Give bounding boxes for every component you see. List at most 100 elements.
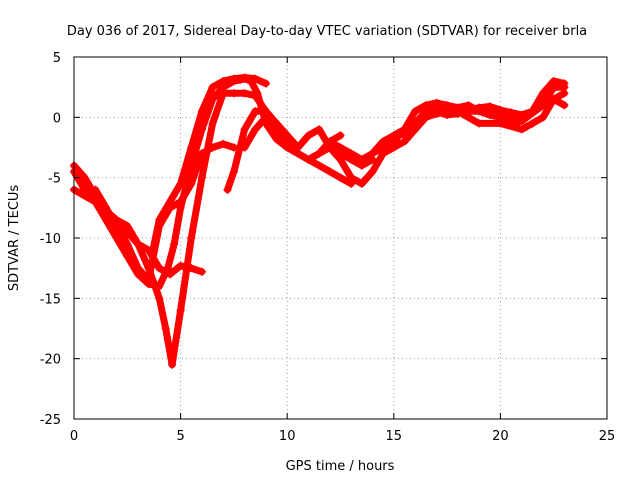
data-point-marker <box>485 110 494 119</box>
data-point-marker <box>197 149 206 158</box>
data-point-marker <box>165 197 174 206</box>
data-point-marker <box>304 131 313 140</box>
data-point-marker <box>187 143 196 152</box>
series-track-j <box>401 95 568 139</box>
x-tick-label: 25 <box>599 429 616 444</box>
data-point-marker <box>400 131 409 140</box>
data-point-marker <box>560 79 569 88</box>
data-point-marker <box>144 276 153 285</box>
data-point-marker <box>176 261 185 270</box>
data-point-marker <box>187 179 196 188</box>
data-point-marker <box>251 125 260 134</box>
data-point-marker <box>261 113 270 122</box>
data-point-marker <box>336 155 345 164</box>
data-point-marker <box>240 143 249 152</box>
data-point-marker <box>357 155 366 164</box>
data-point-marker <box>251 107 260 116</box>
data-point-marker <box>464 106 473 115</box>
data-point-marker <box>304 155 313 164</box>
data-point-marker <box>325 137 334 146</box>
data-point-marker <box>549 95 558 104</box>
data-point-marker <box>176 179 185 188</box>
y-tick-label: -5 <box>48 172 61 187</box>
data-point-marker <box>432 107 441 116</box>
y-tick-label: -20 <box>40 353 61 368</box>
data-point-marker <box>507 108 516 117</box>
data-point-marker <box>208 83 217 92</box>
data-point-marker <box>123 240 132 249</box>
data-point-marker <box>325 167 334 176</box>
x-tick-label: 10 <box>279 429 296 444</box>
data-point-marker <box>208 119 217 128</box>
data-point-marker <box>421 101 430 110</box>
data-point-marker <box>411 107 420 116</box>
data-point-marker <box>347 149 356 158</box>
data-point-marker <box>411 119 420 128</box>
data-point-marker <box>219 139 228 148</box>
data-series <box>70 73 569 369</box>
data-point-marker <box>240 89 249 98</box>
data-point-marker <box>347 173 356 182</box>
data-point-marker <box>148 246 157 255</box>
y-tick-label: 5 <box>53 51 61 66</box>
data-point-marker <box>336 173 345 182</box>
data-point-marker <box>496 106 505 115</box>
data-point-marker <box>539 113 548 122</box>
data-point-marker <box>155 294 164 303</box>
data-point-marker <box>539 89 548 98</box>
data-point-marker <box>165 270 174 279</box>
data-point-marker <box>496 113 505 122</box>
x-tick-label: 15 <box>386 429 403 444</box>
data-point-marker <box>560 89 569 98</box>
y-tick-label: -15 <box>40 292 61 307</box>
data-point-marker <box>133 240 142 249</box>
data-point-marker <box>336 131 345 140</box>
data-point-marker <box>421 113 430 122</box>
y-tick-label: -10 <box>40 232 61 247</box>
data-point-marker <box>176 197 185 206</box>
data-point-marker <box>223 185 232 194</box>
x-tick-label: 20 <box>492 429 509 444</box>
data-point-marker <box>229 89 238 98</box>
data-point-marker <box>272 119 281 128</box>
data-point-marker <box>517 125 526 134</box>
data-point-marker <box>170 240 179 249</box>
data-point-marker <box>123 221 132 230</box>
data-point-marker <box>336 143 345 152</box>
data-point-marker <box>197 173 206 182</box>
x-tick-label: 5 <box>176 429 184 444</box>
data-point-marker <box>517 110 526 119</box>
axis-ticks: 0 5 10 15 20 25 -25 -20 -15 -10 -5 0 5 <box>40 51 616 444</box>
data-point-marker <box>197 267 206 276</box>
y-axis-label: SDTVAR / TECUs <box>7 185 22 292</box>
data-point-marker <box>293 143 302 152</box>
data-point-marker <box>168 360 177 369</box>
data-point-marker <box>197 107 206 116</box>
chart-title: Day 036 of 2017, Sidereal Day-to-day VTE… <box>67 24 587 39</box>
data-point-marker <box>251 91 260 100</box>
data-point-marker <box>283 131 292 140</box>
data-point-marker <box>161 324 170 333</box>
data-point-marker <box>485 102 494 111</box>
data-point-marker <box>443 110 452 119</box>
data-point-marker <box>208 143 217 152</box>
y-tick-label: -25 <box>40 413 61 428</box>
data-point-marker <box>176 306 185 315</box>
data-point-marker <box>443 101 452 110</box>
data-point-marker <box>101 203 110 212</box>
data-point-marker <box>560 101 569 110</box>
data-point-marker <box>155 264 164 273</box>
data-point-marker <box>368 149 377 158</box>
data-point-marker <box>219 89 228 98</box>
data-point-marker <box>112 221 121 230</box>
data-point-marker <box>432 98 441 107</box>
data-point-marker <box>272 131 281 140</box>
data-point-marker <box>357 179 366 188</box>
data-point-marker <box>261 79 270 88</box>
data-point-marker <box>240 125 249 134</box>
x-axis-label: GPS time / hours <box>286 459 395 474</box>
data-point-marker <box>475 103 484 112</box>
x-tick-label: 0 <box>70 429 78 444</box>
data-point-marker <box>389 137 398 146</box>
